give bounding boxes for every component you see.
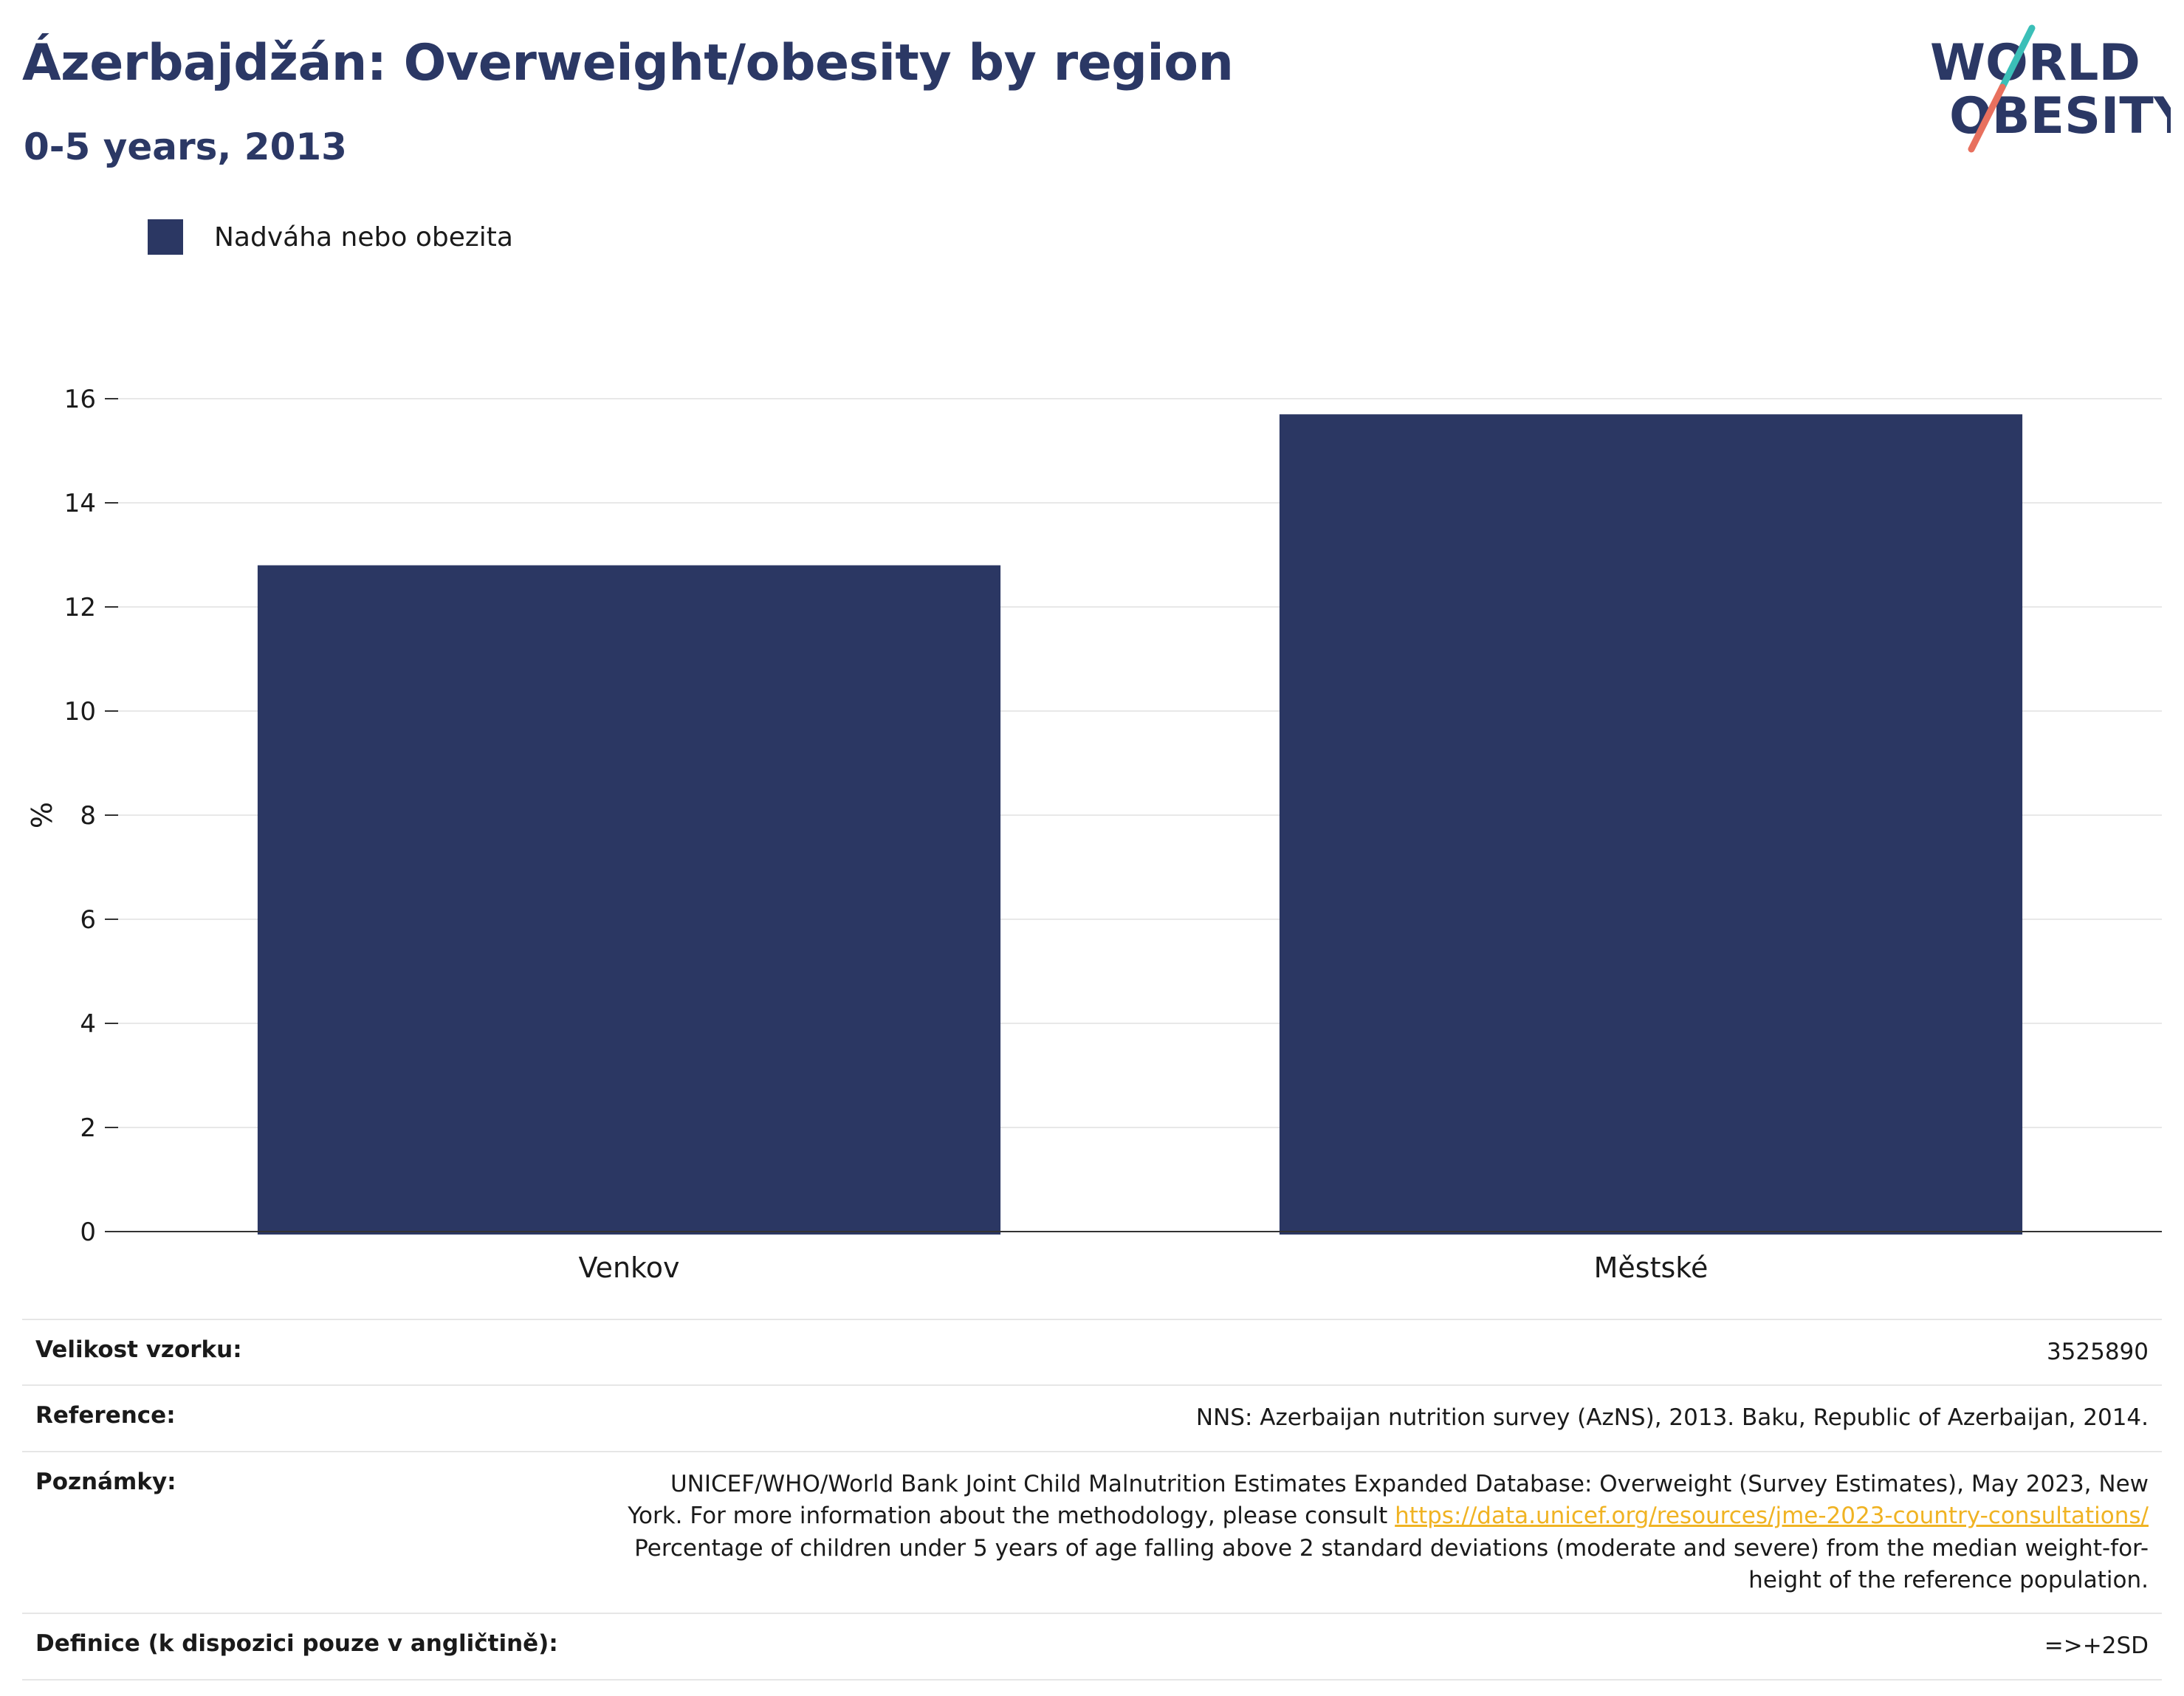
x-category-label: Městské [1594,1252,1709,1284]
methodology-link[interactable]: https://data.unicef.org/resources/jme-20… [1395,1503,2149,1530]
legend: Nadváha nebo obezita [148,219,513,255]
info-row-sample-size: Velikost vzorku: 3525890 [22,1318,2162,1387]
world-obesity-logo: WORLD OBESITY [1930,24,2171,153]
info-key: Reference: [22,1384,610,1452]
y-tick-label: 14 [64,489,96,518]
svg-text:OBESITY: OBESITY [1949,87,2171,145]
y-tick-label: 16 [64,385,96,414]
bar-chart: 0 2 4 6 8 10 12 14 16 Venkov Městské % [26,385,2162,1284]
y-axis-ticks: 0 2 4 6 8 10 12 14 16 [64,385,118,1247]
info-row-reference: Reference: NNS: Azerbaijan nutrition sur… [22,1384,2162,1452]
legend-label: Nadváha nebo obezita [214,222,513,253]
y-tick-label: 10 [64,697,96,727]
legend-swatch [148,219,183,255]
bar-městské [1279,414,2023,1235]
y-axis-label: % [26,802,58,828]
chart-subtitle: 0-5 years, 2013 [24,126,347,168]
notes-definition-text: Percentage of children under 5 years of … [634,1534,2149,1593]
info-key: Definice (k dispozici pouze v angličtině… [22,1613,610,1680]
y-tick-label: 2 [80,1113,96,1143]
y-tick-label: 4 [80,1009,96,1039]
y-tick-label: 0 [80,1218,96,1247]
chart-title: Ázerbajdžán: Overweight/obesity by regio… [22,34,1234,92]
y-tick-label: 12 [64,593,96,622]
y-tick-label: 6 [80,905,96,935]
y-tick-label: 8 [80,801,96,831]
svg-text:WORLD: WORLD [1930,34,2140,92]
bar-venkov [257,565,1001,1235]
info-key: Poznámky: [22,1450,610,1615]
info-value: NNS: Azerbaijan nutrition survey (AzNS),… [610,1384,2162,1452]
info-key: Velikost vzorku: [22,1318,610,1387]
x-category-label: Venkov [579,1252,680,1284]
info-value: 3525890 [610,1318,2162,1387]
info-row-notes: Poznámky: UNICEF/WHO/World Bank Joint Ch… [22,1450,2162,1615]
info-value: UNICEF/WHO/World Bank Joint Child Malnut… [610,1450,2162,1615]
x-axis-labels: Venkov Městské [579,1252,1709,1284]
notes-text: UNICEF/WHO/World Bank Joint Child Malnut… [628,1470,2149,1530]
info-table: Velikost vzorku: 3525890 Reference: NNS:… [22,1318,2162,1680]
info-row-definition: Definice (k dispozici pouze v angličtině… [22,1613,2162,1680]
bars [257,414,2023,1235]
info-value: =>+2SD [610,1613,2162,1680]
